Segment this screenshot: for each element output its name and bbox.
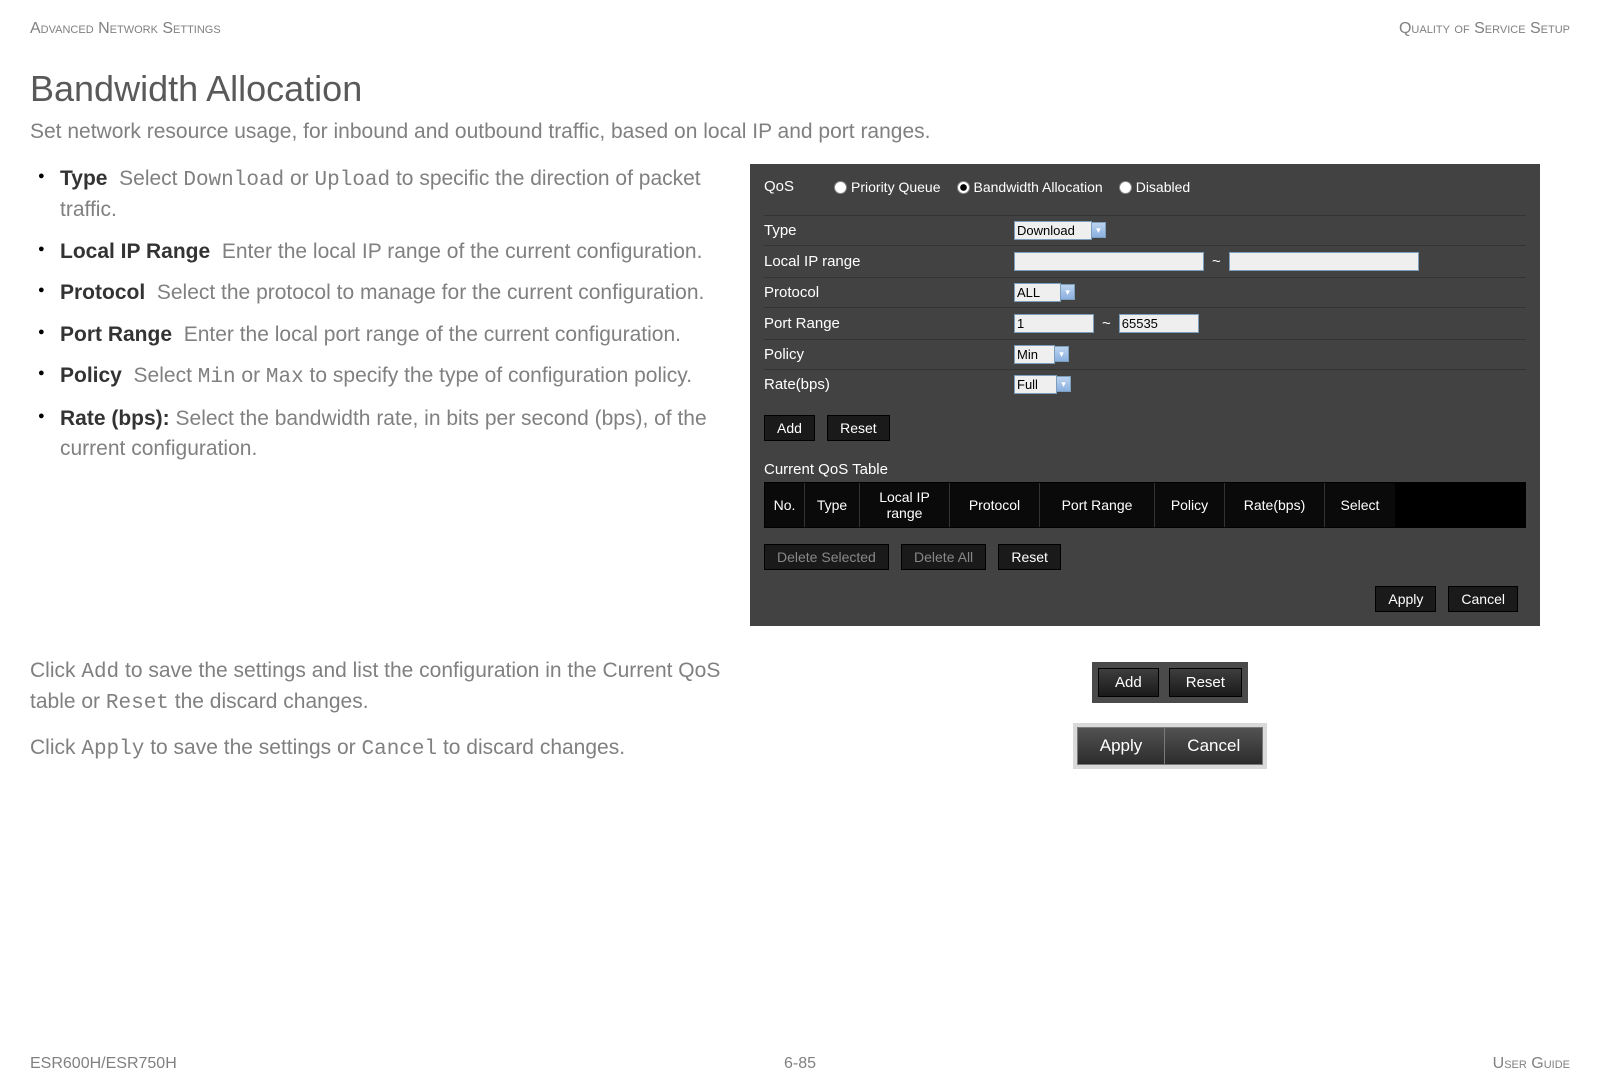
apply-button[interactable]: Apply [1375, 586, 1436, 612]
bullet-policy: Policy Select Min or Max to specify the … [60, 361, 730, 392]
row-port-label: Port Range [764, 315, 1014, 332]
footer-center: 6-85 [784, 1055, 816, 1073]
header-left: Advanced Network Settings [30, 20, 221, 38]
add-reset-group: Add Reset [1092, 662, 1248, 703]
th-policy: Policy [1155, 483, 1225, 527]
port-to-input[interactable] [1119, 314, 1199, 333]
reset-table-button[interactable]: Reset [998, 544, 1061, 570]
port-sep: ~ [1102, 315, 1111, 332]
th-rate: Rate(bps) [1225, 483, 1325, 527]
small-add-button[interactable]: Add [1098, 668, 1159, 697]
delete-all-button[interactable]: Delete All [901, 544, 986, 570]
row-policy-label: Policy [764, 346, 1014, 363]
add-button[interactable]: Add [764, 415, 815, 441]
row-type-label: Type [764, 222, 1014, 239]
protocol-select[interactable]: ALL▾ [1014, 284, 1075, 301]
lip-sep: ~ [1212, 253, 1221, 270]
th-proto: Protocol [950, 483, 1040, 527]
th-type: Type [805, 483, 860, 527]
apply-cancel-group: Apply Cancel [1073, 723, 1267, 769]
bottom-para-1: Click Add to save the settings and list … [30, 656, 730, 719]
bullet-liprange: Local IP Range Enter the local IP range … [60, 237, 730, 266]
small-apply-button[interactable]: Apply [1077, 727, 1165, 765]
footer-left: ESR600H/ESR750H [30, 1055, 177, 1073]
th-port: Port Range [1040, 483, 1155, 527]
bottom-para-2: Click Apply to save the settings or Canc… [30, 733, 730, 764]
rate-select[interactable]: Full▾ [1014, 376, 1071, 393]
bullet-protocol: Protocol Select the protocol to manage f… [60, 278, 730, 307]
th-no: No. [765, 483, 805, 527]
bullet-type: Type Select Download or Upload to specif… [60, 164, 730, 225]
qos-table: No. Type Local IP range Protocol Port Ra… [764, 482, 1526, 528]
row-rate-label: Rate(bps) [764, 376, 1014, 393]
small-cancel-button[interactable]: Cancel [1164, 727, 1263, 765]
radio-bandwidth-allocation[interactable]: Bandwidth Allocation [957, 179, 1103, 195]
policy-select[interactable]: Min▾ [1014, 346, 1069, 363]
reset-button[interactable]: Reset [827, 415, 890, 441]
footer-right: User Guide [1493, 1055, 1570, 1073]
qos-table-title: Current QoS Table [764, 461, 1526, 478]
page-title: Bandwidth Allocation [30, 68, 1570, 110]
bullet-portrange: Port Range Enter the local port range of… [60, 320, 730, 349]
th-lip: Local IP range [860, 483, 950, 527]
page-subtitle: Set network resource usage, for inbound … [30, 120, 1570, 144]
bullet-rate: Rate (bps): Select the bandwidth rate, i… [60, 404, 730, 463]
radio-disabled[interactable]: Disabled [1119, 179, 1190, 195]
type-select[interactable]: Download▾ [1014, 222, 1106, 239]
small-reset-button[interactable]: Reset [1169, 668, 1242, 697]
qos-label: QoS [764, 178, 794, 195]
row-lip-label: Local IP range [764, 253, 1014, 270]
header-right: Quality of Service Setup [1399, 20, 1570, 38]
delete-selected-button[interactable]: Delete Selected [764, 544, 889, 570]
qos-panel: QoS Priority Queue Bandwidth Allocation … [750, 164, 1540, 626]
row-proto-label: Protocol [764, 284, 1014, 301]
cancel-button[interactable]: Cancel [1448, 586, 1518, 612]
radio-priority-queue[interactable]: Priority Queue [834, 179, 940, 195]
bullet-list: Type Select Download or Upload to specif… [30, 164, 730, 463]
port-from-input[interactable] [1014, 314, 1094, 333]
lip-from-input[interactable] [1014, 252, 1204, 271]
lip-to-input[interactable] [1229, 252, 1419, 271]
th-select: Select [1325, 483, 1395, 527]
